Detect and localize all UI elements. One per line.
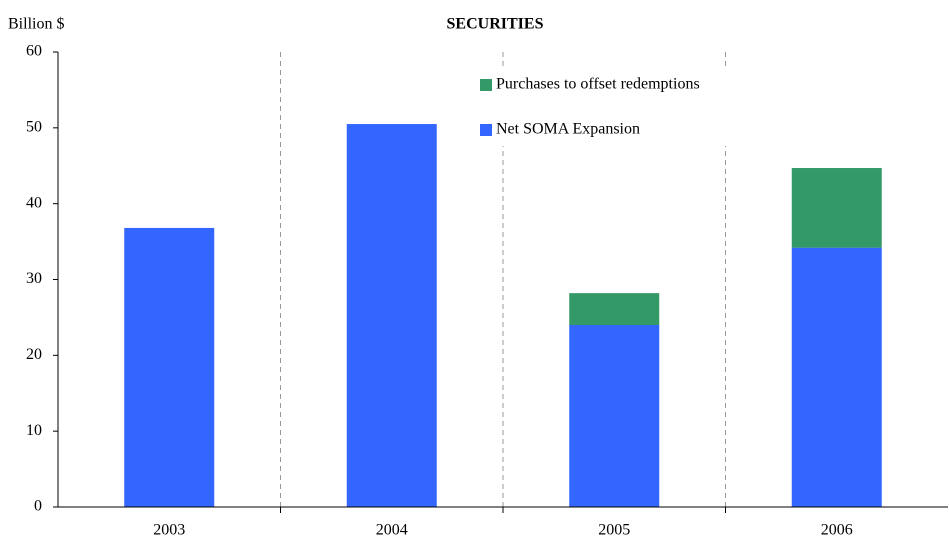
- x-tick-label: 2005: [598, 522, 630, 539]
- chart-title: SECURITIES: [447, 16, 544, 33]
- y-axis-label: Billion $: [8, 16, 64, 33]
- bar-segment: [569, 325, 660, 507]
- y-tick-label: 30: [26, 270, 42, 287]
- x-tick-label: 2003: [153, 522, 185, 539]
- bar-segment: [569, 293, 660, 325]
- legend-background: [472, 66, 802, 146]
- y-tick-label: 10: [26, 422, 42, 439]
- bar-segment: [124, 227, 215, 507]
- x-tick-label: 2004: [376, 522, 408, 539]
- bar-segment: [346, 124, 437, 508]
- x-tick-label: 2006: [821, 522, 853, 539]
- legend-label: Purchases to offset redemptions: [496, 76, 700, 93]
- y-tick-label: 40: [26, 194, 42, 211]
- legend-swatch: [480, 79, 492, 91]
- legend-label: Net SOMA Expansion: [496, 121, 640, 138]
- bar-segment: [791, 168, 882, 248]
- y-tick-label: 20: [26, 346, 42, 363]
- y-tick-label: 0: [34, 498, 42, 515]
- bar-segment: [791, 247, 882, 507]
- y-tick-label: 50: [26, 119, 42, 136]
- y-tick-label: 60: [26, 43, 42, 60]
- legend-swatch: [480, 124, 492, 136]
